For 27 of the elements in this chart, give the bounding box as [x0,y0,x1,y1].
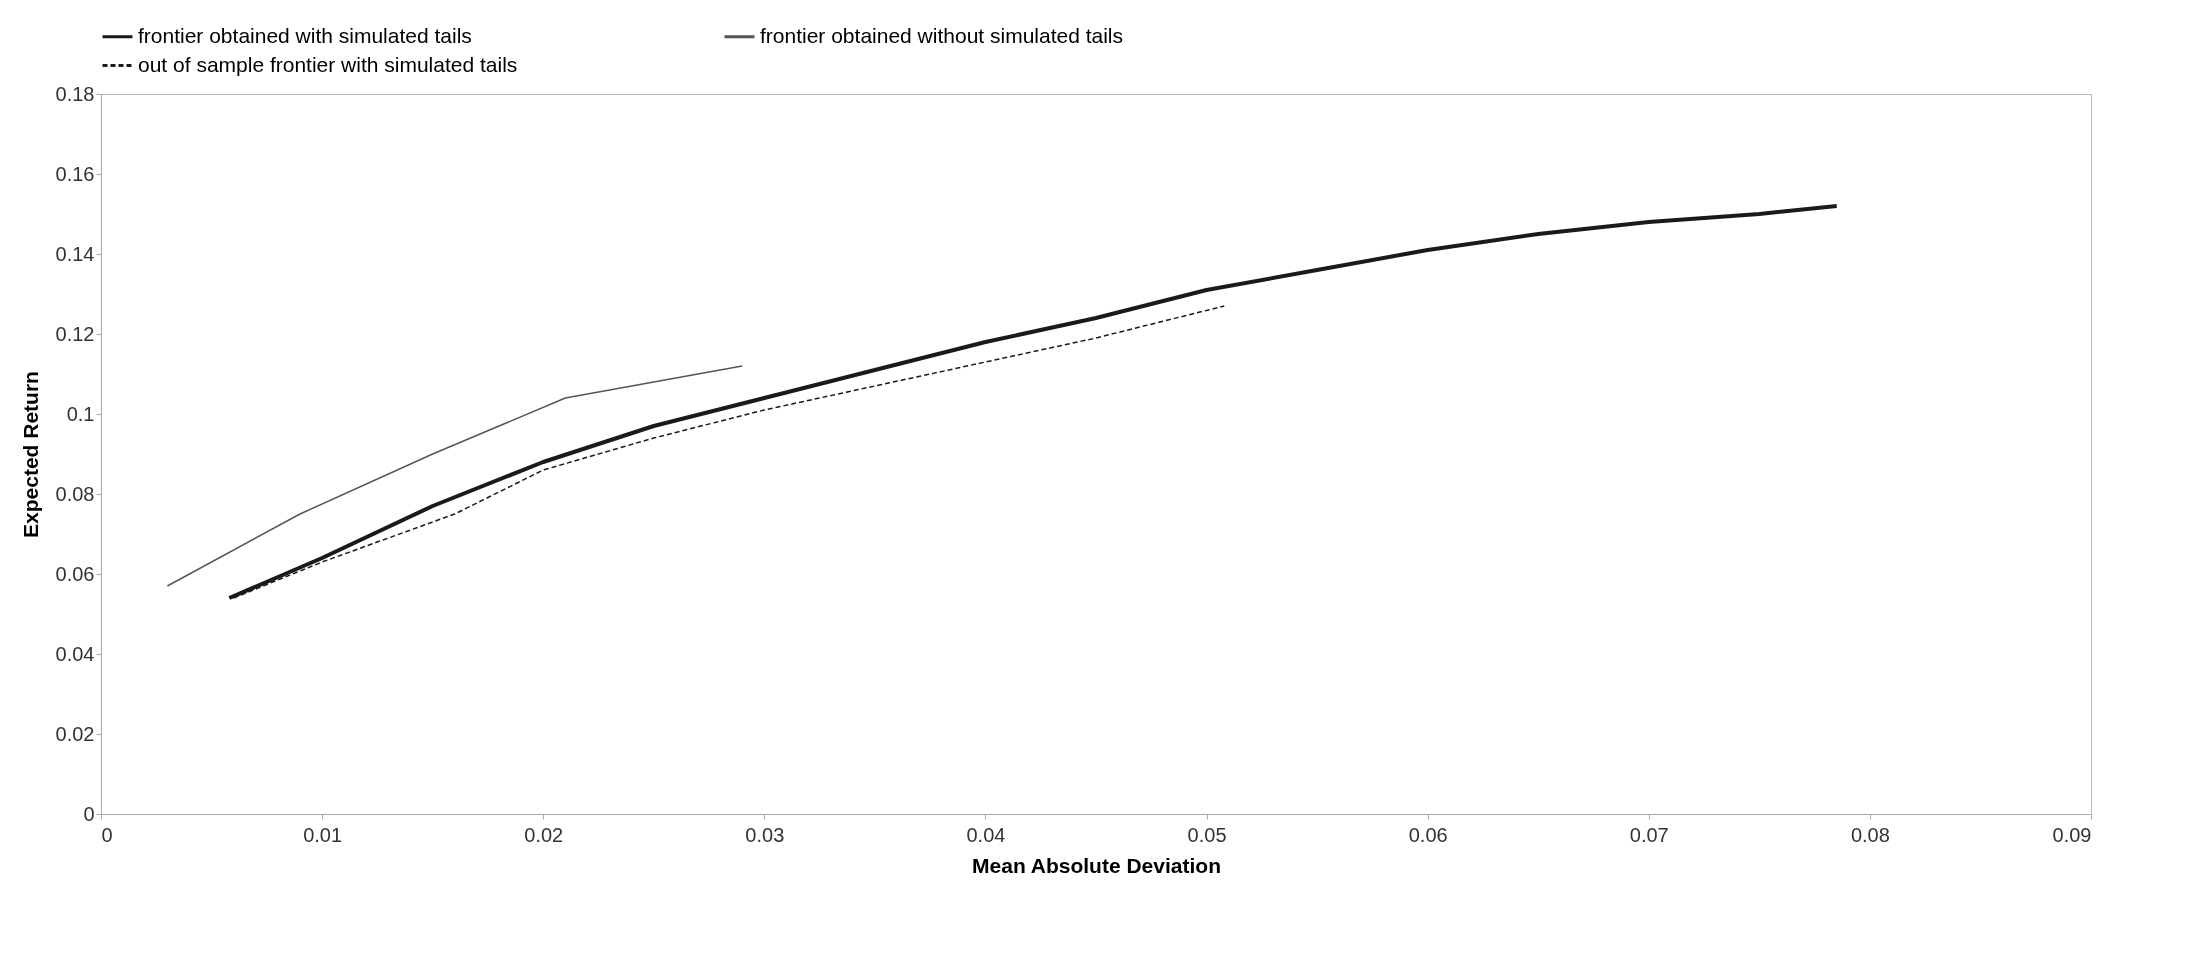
x-axis-title: Mean Absolute Deviation [972,853,1221,877]
x-tick-label: 0.03 [745,823,785,846]
y-tick-label: 0.12 [55,322,95,345]
y-tick-label: 0.18 [55,82,95,105]
y-tick-label: 0.1 [66,402,95,425]
x-tick-label: 0.02 [524,823,564,846]
y-axis-title: Expected Return [18,371,42,538]
line-series [227,204,1839,600]
y-tick-label: 0.02 [55,722,95,745]
y-tick-label: 0.08 [55,482,95,505]
legend-label: frontier obtained without simulated tails [760,23,1124,47]
x-tick-label: 0 [101,823,113,846]
x-tick-label: 0.06 [1408,823,1448,846]
line-series [166,365,743,587]
y-tick-label: 0.04 [55,642,95,665]
x-tick-label: 0.08 [1850,823,1890,846]
y-tick-label: 0.16 [55,162,95,185]
legend-label: out of sample frontier with simulated tails [138,52,518,76]
legend-label: frontier obtained with simulated tails [138,23,472,47]
x-tick-label: 0.09 [2052,823,2092,846]
x-tick-label: 0.01 [303,823,343,846]
x-tick-label: 0.07 [1629,823,1669,846]
x-tick-label: 0.05 [1187,823,1227,846]
y-tick-label: 0 [83,802,95,825]
y-tick-label: 0.14 [55,242,95,265]
x-tick-label: 0.04 [966,823,1006,846]
y-tick-label: 0.06 [55,562,95,585]
